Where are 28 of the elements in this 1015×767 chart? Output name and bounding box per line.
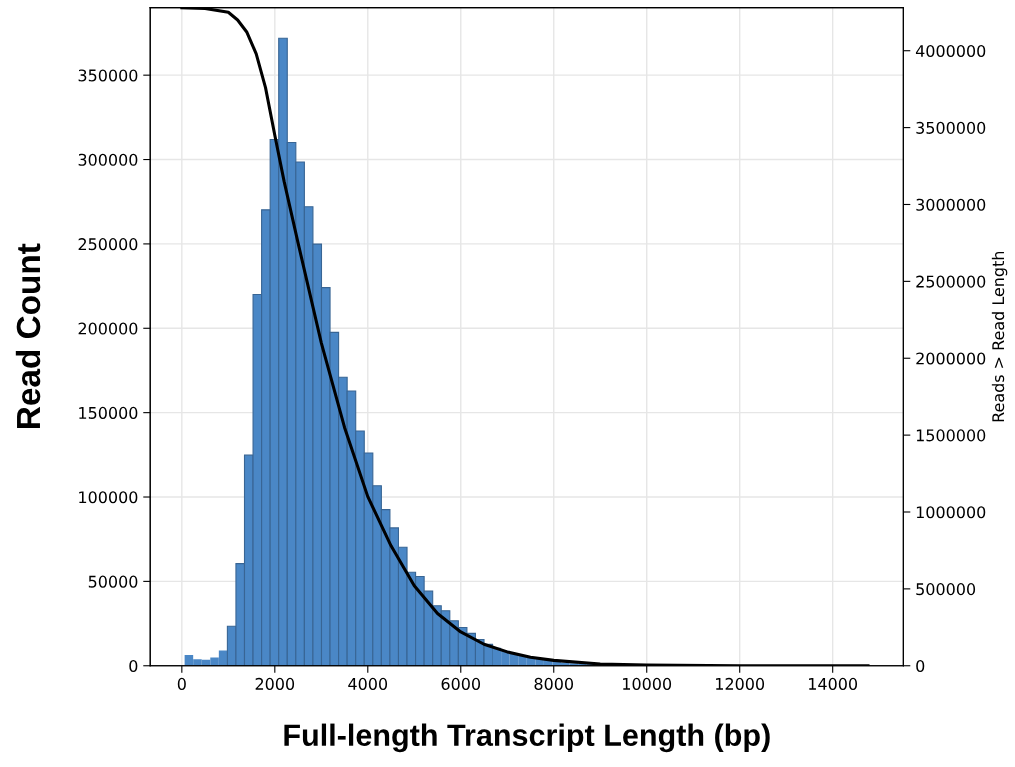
y-tick-label: 0 [129, 659, 138, 673]
y2-tick-label: 3000000 [916, 198, 986, 211]
y-tick-label: 250000 [78, 238, 138, 251]
y-tick-label: 50000 [88, 575, 138, 588]
y-tick-label: 100000 [79, 491, 138, 504]
x-tick-label: 12000 [716, 677, 765, 690]
x-tick-label: 10000 [623, 677, 672, 690]
y-tick-label: 150000 [79, 406, 138, 419]
x-tick-label: 0 [177, 677, 186, 690]
y2-tick-label: 4000000 [915, 44, 986, 58]
y2-axis-title: Reads > Read Length [991, 251, 1008, 422]
y2-tick-label: 1500000 [916, 429, 986, 442]
y-axis-title: Read Count [15, 243, 41, 428]
x-axis-title: Full-length Transcript Length (bp) [284, 723, 770, 753]
x-tick-label: 14000 [809, 677, 858, 690]
x-tick-label: 8000 [534, 677, 574, 690]
y-tick-label: 350000 [78, 69, 138, 82]
x-tick-label: 4000 [348, 677, 388, 690]
y2-tick-label: 2000000 [916, 352, 986, 365]
x-tick-label: 6000 [441, 677, 481, 690]
y2-tick-label: 500000 [916, 583, 976, 596]
y-tick-label: 300000 [78, 153, 138, 166]
y2-tick-label: 0 [916, 659, 925, 673]
y2-tick-label: 1000000 [916, 506, 986, 519]
y2-tick-label: 3500000 [916, 121, 986, 134]
y2-tick-label: 2500000 [916, 275, 986, 288]
y-tick-label: 200000 [78, 322, 138, 335]
x-tick-label: 2000 [255, 677, 295, 690]
